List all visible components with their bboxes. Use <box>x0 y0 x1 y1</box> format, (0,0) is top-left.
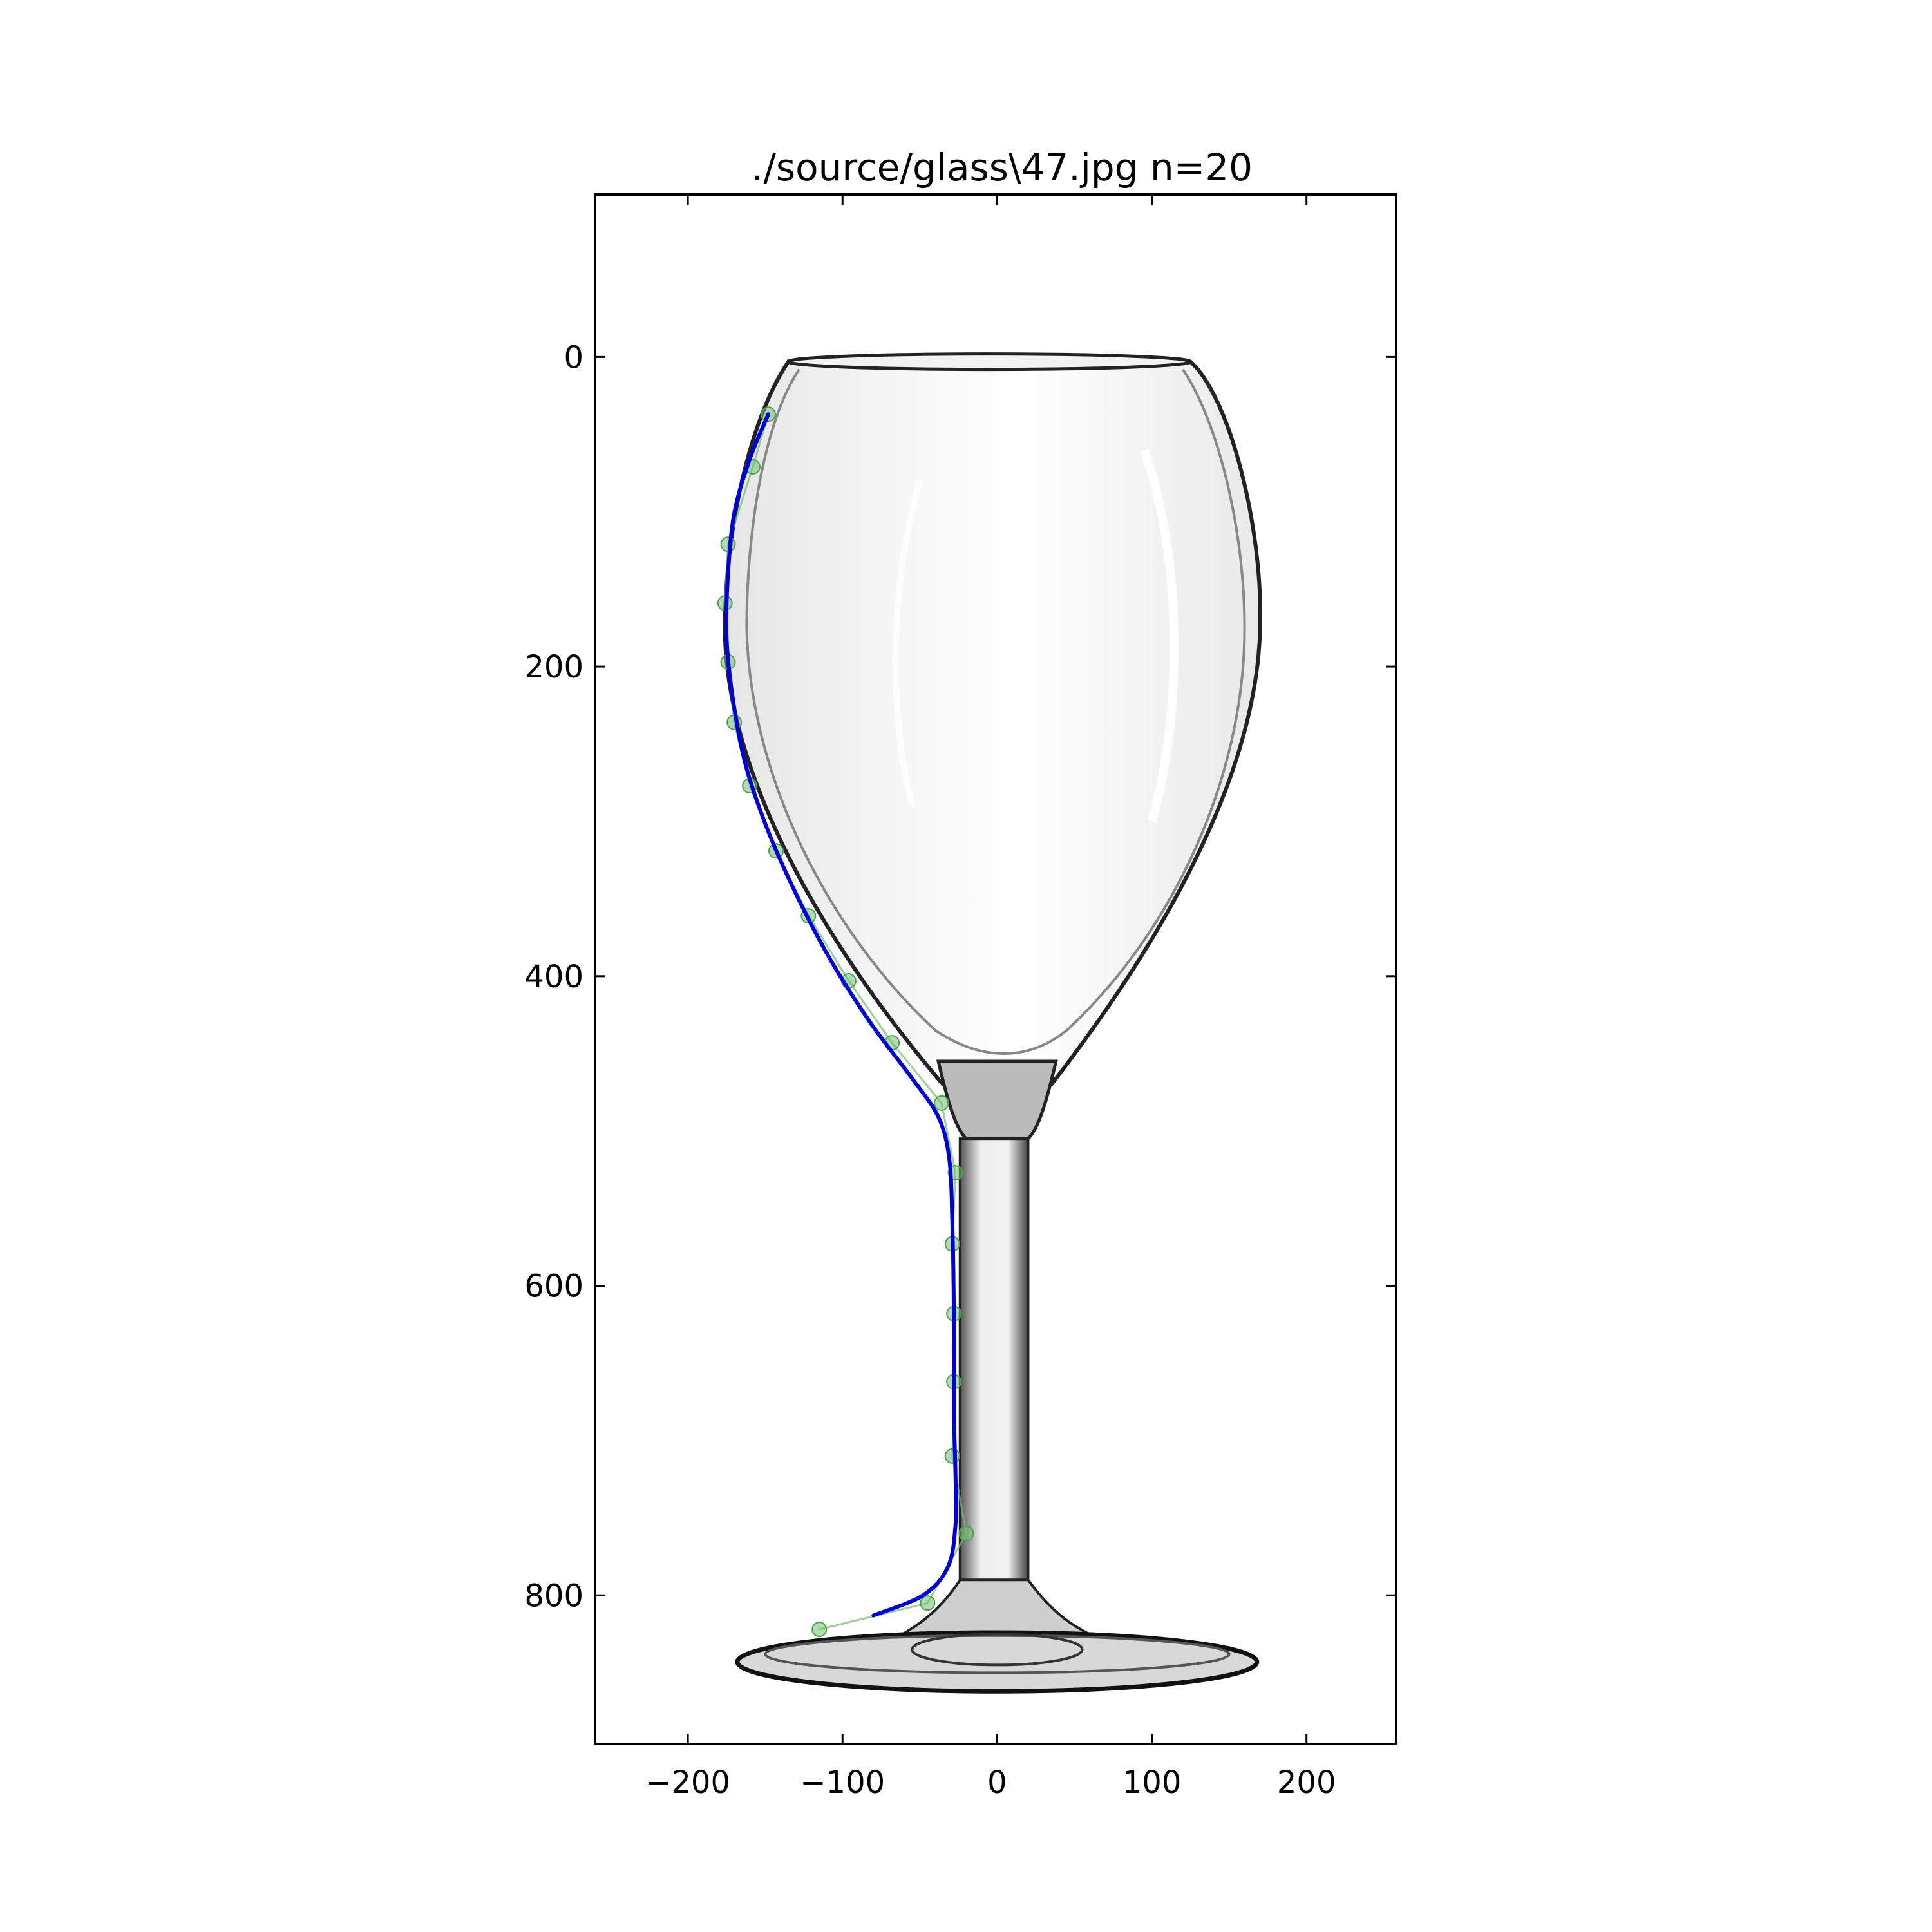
glass-bowl <box>723 359 1263 1087</box>
x-tick-label: 200 <box>1277 1765 1336 1801</box>
glass-foot <box>735 1630 1260 1694</box>
y-tick-label: 0 <box>564 339 583 375</box>
x-tick-label: −200 <box>645 1765 730 1801</box>
y-tick-label: 800 <box>524 1578 583 1614</box>
glass-foot-inner <box>764 1634 1231 1674</box>
wine-glass-photo <box>723 352 1263 1694</box>
x-tick-label: −100 <box>800 1765 885 1801</box>
axes-frame <box>594 193 1397 1745</box>
control-point <box>958 1526 974 1542</box>
y-tick-label: 400 <box>524 959 583 995</box>
glass-foot-center <box>911 1633 1084 1667</box>
y-axis: 0 200 400 600 800 <box>524 339 1396 1614</box>
control-point <box>933 1095 949 1111</box>
fitted-curve <box>724 412 958 1618</box>
control-point <box>920 1595 936 1611</box>
x-tick-label: 100 <box>1122 1765 1182 1801</box>
y-tick-label: 200 <box>524 649 583 685</box>
glass-highlight <box>1139 448 1179 823</box>
control-point <box>944 1448 960 1464</box>
x-axis: −200 −100 0 100 200 <box>645 194 1336 1801</box>
glass-rim <box>786 352 1193 372</box>
chart-title: ./source/glass\47.jpg n=20 <box>752 146 1253 189</box>
glass-highlight <box>892 480 923 807</box>
glass-stem <box>958 1137 1030 1597</box>
control-point <box>811 1622 828 1638</box>
glass-stem-top <box>936 1059 1058 1141</box>
glass-bowl-inner <box>745 368 1246 1055</box>
series-layer <box>717 406 974 1638</box>
y-tick-label: 600 <box>524 1269 583 1305</box>
x-tick-label: 0 <box>987 1765 1007 1801</box>
